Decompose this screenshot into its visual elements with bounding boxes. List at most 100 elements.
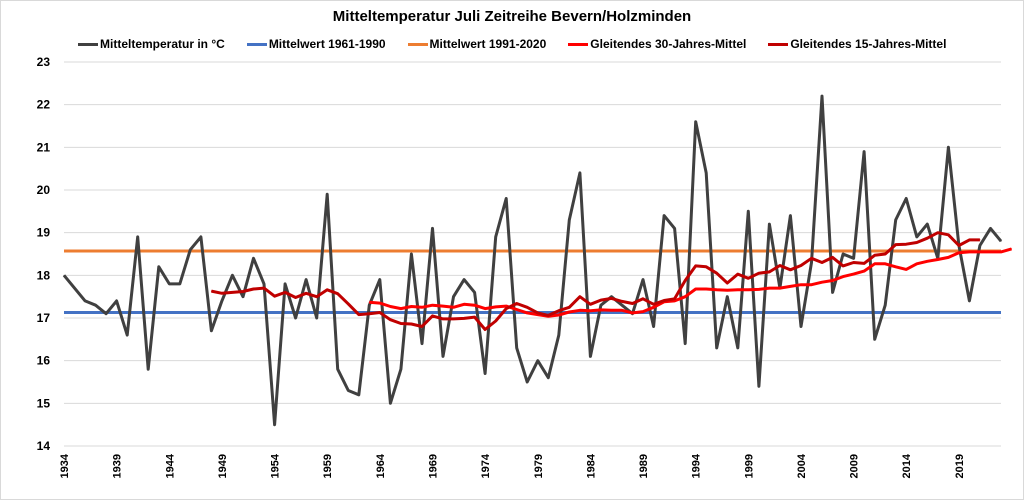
data-point [221, 300, 223, 302]
y-tick-label: 15 [37, 396, 51, 410]
data-point [684, 296, 686, 298]
data-point [726, 296, 728, 298]
data-point [305, 292, 307, 294]
data-point [968, 239, 970, 241]
data-point [905, 243, 907, 245]
data-point [600, 309, 602, 311]
data-point [431, 315, 433, 317]
series-moving-15-line-points [210, 232, 981, 331]
data-point [705, 172, 707, 174]
data-point [74, 287, 76, 289]
data-point [579, 296, 581, 298]
data-point [1000, 251, 1002, 253]
data-point [653, 326, 655, 328]
x-tick-label: 1989 [638, 454, 650, 478]
y-tick-label: 20 [37, 183, 51, 197]
data-point [884, 253, 886, 255]
data-point [653, 303, 655, 305]
x-tick-label: 1994 [691, 453, 703, 478]
x-tick-label: 1974 [480, 453, 492, 478]
data-point [474, 316, 476, 318]
x-tick-label: 2009 [849, 454, 861, 478]
data-point [716, 272, 718, 274]
data-point [505, 308, 507, 310]
data-point [495, 236, 497, 238]
data-point [147, 368, 149, 370]
x-tick-label: 2004 [796, 453, 808, 478]
data-point [421, 306, 423, 308]
data-point [853, 262, 855, 264]
data-point [1011, 248, 1013, 250]
series-lines [62, 94, 1013, 427]
data-point [526, 381, 528, 383]
data-point [989, 227, 991, 229]
data-point [832, 279, 834, 281]
data-point [684, 279, 686, 281]
data-point [568, 219, 570, 221]
data-point [895, 219, 897, 221]
data-point [884, 304, 886, 306]
x-tick-label: 1999 [743, 454, 755, 478]
data-point [379, 311, 381, 313]
data-point [821, 281, 823, 283]
data-point [253, 257, 255, 259]
data-point [916, 241, 918, 243]
series-moving-30-line-points [368, 248, 1013, 317]
data-point [842, 253, 844, 255]
data-point [210, 290, 212, 292]
x-tick-label: 1979 [533, 454, 545, 478]
data-point [453, 306, 455, 308]
x-tick-label: 1964 [375, 453, 387, 478]
data-point [474, 304, 476, 306]
data-point [537, 360, 539, 362]
data-point [705, 266, 707, 268]
data-point [705, 288, 707, 290]
data-point [158, 266, 160, 268]
legend-item-mean-1961-1990: Mittelwert 1961-1990 [246, 37, 386, 51]
data-point [589, 310, 591, 312]
data-point [558, 334, 560, 336]
data-point [484, 308, 486, 310]
data-point [789, 285, 791, 287]
data-point [737, 273, 739, 275]
x-tick-label: 1969 [427, 454, 439, 478]
data-point [716, 289, 718, 291]
data-point [905, 198, 907, 200]
y-tick-label: 16 [37, 354, 51, 368]
data-point [737, 347, 739, 349]
data-point [463, 317, 465, 319]
data-point [663, 215, 665, 217]
data-point [832, 291, 834, 293]
data-point [589, 355, 591, 357]
data-point [621, 304, 623, 306]
data-point [316, 296, 318, 298]
data-point [695, 288, 697, 290]
data-point [1000, 240, 1002, 242]
data-point [768, 223, 770, 225]
data-point [516, 308, 518, 310]
x-tick-label: 1959 [322, 454, 334, 478]
y-tick-label: 19 [37, 226, 51, 240]
data-point [653, 306, 655, 308]
data-point [231, 274, 233, 276]
data-point [800, 326, 802, 328]
data-point [789, 215, 791, 217]
data-point [695, 265, 697, 267]
data-point [979, 251, 981, 253]
data-point [632, 302, 634, 304]
data-point [747, 289, 749, 291]
data-point [821, 95, 823, 97]
data-point [610, 297, 612, 299]
data-point [126, 334, 128, 336]
data-point [832, 256, 834, 258]
data-point [810, 257, 812, 259]
data-point [568, 306, 570, 308]
x-tick-label: 1939 [112, 454, 124, 478]
data-point [968, 300, 970, 302]
data-point [400, 323, 402, 325]
data-point [537, 312, 539, 314]
data-point [410, 253, 412, 255]
data-point [410, 323, 412, 325]
x-tick-label: 1949 [217, 454, 229, 478]
